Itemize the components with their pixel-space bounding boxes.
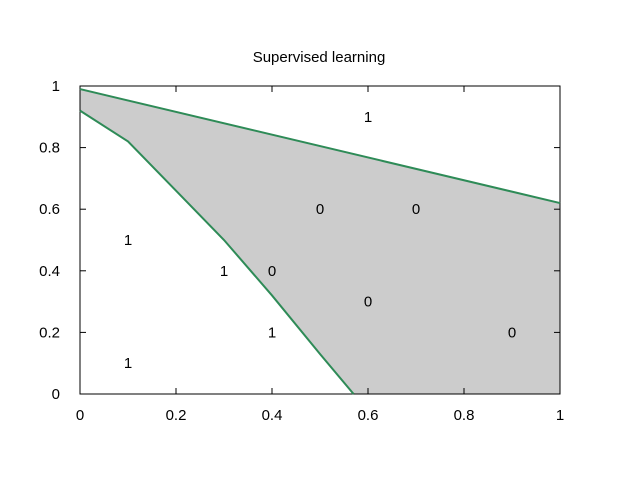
decision-boundary xyxy=(79,88,561,205)
class-region xyxy=(80,89,560,394)
y-tick-label: 0.2 xyxy=(39,324,60,341)
data-point-label: 0 xyxy=(412,201,420,218)
data-point-label: 0 xyxy=(268,263,276,280)
data-point-label: 0 xyxy=(364,294,372,311)
y-tick-label: 1 xyxy=(52,78,60,95)
data-point-label: 1 xyxy=(268,324,276,341)
plot-frame xyxy=(79,85,561,395)
chart-title: Supervised learning xyxy=(253,49,386,66)
data-point-label: 0 xyxy=(508,324,516,341)
x-tick-label: 0.2 xyxy=(166,407,187,424)
x-tick-label: 0.6 xyxy=(358,407,379,424)
x-tick-label: 1 xyxy=(556,407,564,424)
data-point-label: 1 xyxy=(220,263,228,280)
data-point-label: 1 xyxy=(124,232,132,249)
y-tick-label: 0.6 xyxy=(39,201,60,218)
data-point-label: 0 xyxy=(316,201,324,218)
x-tick-label: 0 xyxy=(76,407,84,424)
x-tick-label: 0.8 xyxy=(454,407,475,424)
x-tick-label: 0.4 xyxy=(262,407,283,424)
y-tick-label: 0 xyxy=(52,386,60,403)
data-point-label: 1 xyxy=(364,109,372,126)
decision-boundary xyxy=(79,109,355,395)
data-point-label: 1 xyxy=(124,355,132,372)
y-tick-label: 0.4 xyxy=(39,263,60,280)
y-tick-label: 0.8 xyxy=(39,140,60,157)
